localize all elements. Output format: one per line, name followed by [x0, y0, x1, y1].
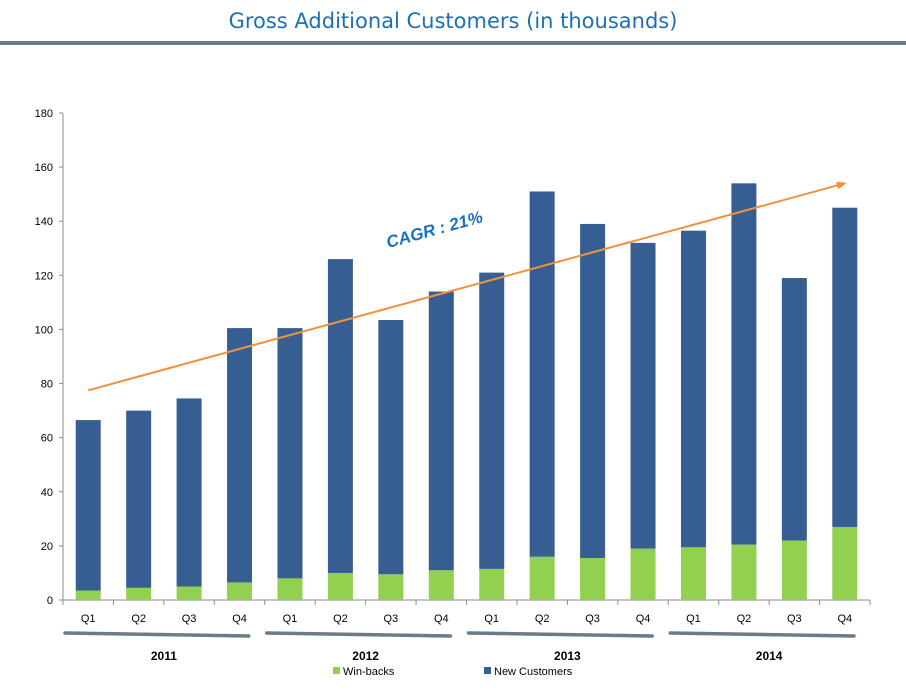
bar-new-customers	[277, 328, 303, 579]
x-tick-label: Q3	[787, 613, 802, 625]
y-tick-label: 20	[41, 541, 53, 553]
bar-new-customers	[479, 272, 505, 569]
bar-win-backs	[781, 540, 807, 600]
bar-new-customers	[378, 319, 404, 575]
year-group-bar	[265, 631, 453, 638]
x-tick-label: Q4	[636, 613, 651, 625]
bar-win-backs	[227, 582, 253, 600]
bar-win-backs	[428, 570, 454, 600]
bar-win-backs	[832, 526, 858, 600]
bar-win-backs	[176, 586, 202, 600]
x-tick-label: Q4	[232, 613, 247, 625]
bar-win-backs	[479, 568, 505, 600]
y-tick-label: 60	[41, 433, 53, 445]
cagr-label: CAGR : 21%	[384, 207, 485, 251]
y-tick-label: 40	[41, 487, 53, 499]
x-tick-label: Q1	[484, 613, 499, 625]
bar-win-backs	[580, 558, 606, 600]
x-tick-label: Q1	[686, 613, 701, 625]
x-tick-label: Q2	[131, 613, 146, 625]
bar-win-backs	[327, 572, 353, 600]
bar-new-customers	[832, 207, 858, 527]
bar-win-backs	[630, 548, 656, 600]
cagr-trend-arrow	[87, 181, 847, 392]
legend-win-backs-swatch	[333, 667, 340, 674]
bar-win-backs	[126, 587, 152, 600]
legend-new-customers-swatch	[484, 667, 491, 674]
x-tick-label: Q2	[737, 613, 752, 625]
year-group-bar	[63, 631, 251, 638]
title-divider	[0, 41, 906, 45]
x-tick-label: Q3	[182, 613, 197, 625]
bar-new-customers	[529, 191, 555, 557]
year-label: 2014	[756, 649, 783, 663]
x-tick-label: Q1	[283, 613, 298, 625]
year-label: 2011	[151, 649, 177, 663]
bar-new-customers	[580, 223, 606, 559]
x-tick-label: Q3	[585, 613, 600, 625]
y-tick-label: 80	[41, 379, 53, 391]
y-tick-label: 140	[35, 216, 53, 228]
bar-new-customers	[428, 291, 454, 571]
bar-new-customers	[731, 183, 757, 545]
bar-new-customers	[227, 328, 253, 583]
bar-new-customers	[75, 420, 101, 591]
x-tick-label: Q4	[837, 613, 852, 625]
y-tick-label: 120	[35, 270, 53, 282]
bar-new-customers	[126, 410, 152, 588]
bar-win-backs	[680, 547, 706, 600]
bar-win-backs	[378, 574, 404, 600]
y-tick-label: 0	[47, 595, 53, 607]
bar-win-backs	[529, 556, 555, 600]
year-group-bar	[466, 631, 654, 638]
x-tick-label: Q1	[81, 613, 96, 625]
year-group-bar	[668, 631, 856, 638]
chart-title: Gross Additional Customers (in thousands…	[228, 9, 678, 33]
y-tick-label: 100	[35, 324, 53, 336]
x-tick-label: Q2	[333, 613, 348, 625]
legend-new-customers-label: New Customers	[494, 666, 573, 678]
y-tick-label: 160	[35, 162, 53, 174]
legend-win-backs-label: Win-backs	[343, 666, 395, 678]
x-tick-label: Q2	[535, 613, 550, 625]
bar-new-customers	[680, 230, 706, 548]
bar-new-customers	[630, 242, 656, 549]
bar-new-customers	[327, 259, 353, 573]
x-tick-label: Q4	[434, 613, 449, 625]
year-label: 2013	[554, 649, 581, 663]
bar-win-backs	[731, 544, 757, 600]
bar-win-backs	[277, 578, 303, 600]
bar-win-backs	[75, 590, 101, 600]
y-tick-label: 180	[35, 108, 53, 120]
year-label: 2012	[352, 649, 379, 663]
bar-new-customers	[781, 278, 807, 541]
bar-new-customers	[176, 398, 202, 587]
x-tick-label: Q3	[384, 613, 399, 625]
